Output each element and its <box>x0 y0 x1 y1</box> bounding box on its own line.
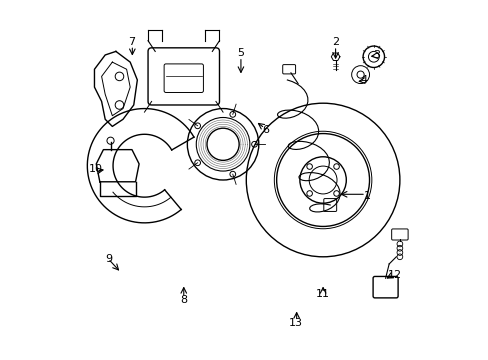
Text: 7: 7 <box>128 37 135 48</box>
Circle shape <box>194 160 200 166</box>
Circle shape <box>229 112 235 117</box>
Text: 10: 10 <box>89 164 103 174</box>
Text: 8: 8 <box>180 295 187 305</box>
Text: 11: 11 <box>315 289 329 299</box>
Text: 12: 12 <box>386 270 401 280</box>
Text: 3: 3 <box>372 50 379 60</box>
Text: 13: 13 <box>289 318 303 328</box>
Text: 4: 4 <box>360 75 367 85</box>
Text: 2: 2 <box>331 37 339 48</box>
Circle shape <box>194 123 200 129</box>
Circle shape <box>229 171 235 177</box>
Text: 5: 5 <box>237 48 244 58</box>
Circle shape <box>251 141 257 147</box>
Text: 6: 6 <box>262 125 269 135</box>
Text: 1: 1 <box>364 191 370 201</box>
Text: 9: 9 <box>105 253 112 264</box>
